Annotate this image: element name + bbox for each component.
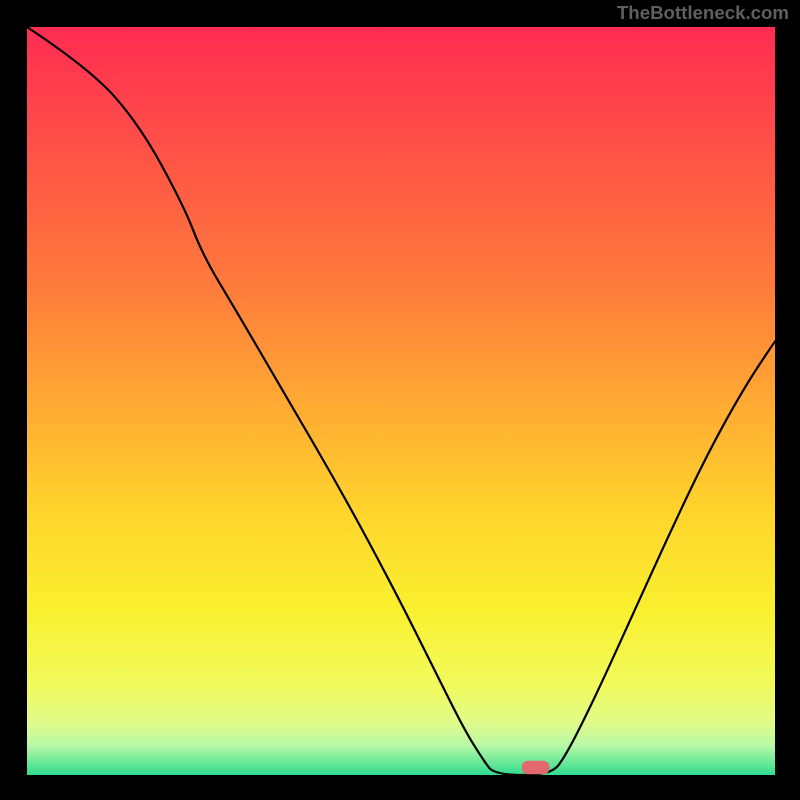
plot-area [27, 27, 775, 775]
bottleneck-curve [27, 27, 775, 775]
figure-frame: TheBottleneck.com [0, 0, 800, 800]
watermark-text: TheBottleneck.com [617, 2, 789, 24]
optimal-marker [27, 27, 775, 775]
